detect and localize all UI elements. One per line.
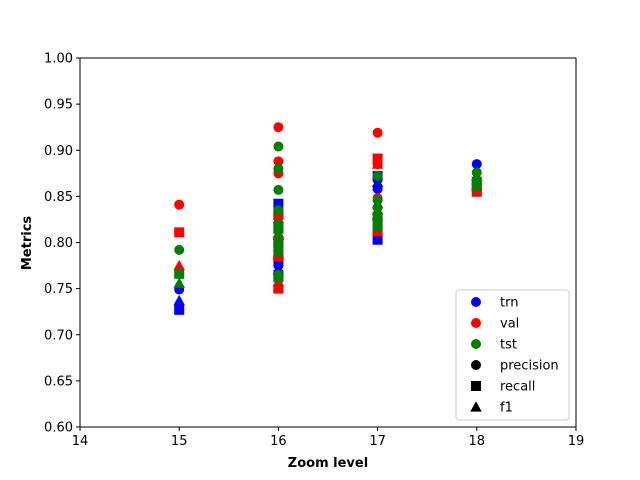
tst-precision-point	[372, 171, 383, 182]
legend-marker-val	[471, 318, 481, 328]
tst-precision-point	[273, 163, 284, 174]
val-precision-point	[174, 199, 185, 210]
tst-precision-point	[273, 141, 284, 152]
legend-label-val: val	[500, 317, 519, 332]
y-tick-label: 0.75	[44, 282, 73, 297]
legend-label-trn: trn	[500, 296, 518, 311]
trn-precision-point	[471, 159, 482, 170]
tst-precision-point	[174, 244, 185, 255]
y-tick-label: 0.80	[44, 236, 73, 251]
val-recall-point	[273, 251, 284, 262]
y-axis-title: Metrics	[20, 216, 35, 271]
legend-label-precision: precision	[500, 359, 559, 374]
legend-marker-tst	[471, 339, 481, 349]
trn-recall-point	[273, 198, 284, 209]
y-tick-label: 0.95	[44, 98, 73, 113]
x-tick-label: 18	[469, 434, 486, 449]
y-tick-label: 0.85	[44, 190, 73, 205]
trn-f1-point	[371, 176, 384, 188]
tst-f1-point	[371, 198, 384, 209]
val-f1-point	[371, 158, 384, 169]
tst-f1-point	[272, 227, 285, 238]
tst-precision-point	[273, 205, 284, 216]
legend-label-tst: tst	[500, 338, 517, 353]
tst-recall-point	[372, 211, 383, 222]
tst-f1-point	[272, 245, 285, 257]
legend-marker-precision	[471, 360, 481, 370]
x-tick-label: 16	[270, 434, 287, 449]
x-axis-ticks: 14 15 16 17 18 19	[72, 427, 585, 449]
y-axis-ticks: 0.60 0.65 0.70 0.75 0.80 0.85 0.90 0.95 1.00	[44, 52, 80, 436]
y-tick-label: 0.60	[44, 421, 73, 436]
legend-label-recall: recall	[500, 380, 535, 395]
tst-f1-point	[173, 277, 185, 288]
y-tick-label: 1.00	[44, 52, 73, 67]
tst-recall-point	[273, 272, 284, 283]
y-tick-label: 0.70	[44, 328, 73, 343]
val-precision-point	[372, 127, 383, 138]
val-recall-point	[174, 227, 185, 238]
tst-f1-point	[471, 174, 483, 185]
tst-precision-point	[273, 184, 284, 195]
trn-recall-point	[174, 304, 185, 315]
legend-marker-trn	[471, 297, 481, 307]
legend-box	[455, 289, 570, 421]
x-tick-label: 19	[568, 434, 585, 449]
x-tick-label: 17	[369, 434, 386, 449]
val-precision-point	[273, 122, 284, 133]
y-tick-label: 0.65	[44, 374, 73, 389]
tst-recall-point	[174, 268, 185, 279]
trn-f1-point	[173, 294, 185, 306]
val-f1-point	[173, 259, 185, 271]
val-precision-point	[273, 156, 284, 167]
x-tick-label: 15	[171, 434, 188, 449]
legend-label-f1: f1	[500, 401, 513, 416]
x-axis-title: Zoom level	[288, 456, 368, 471]
val-recall-point	[273, 283, 284, 294]
tst-precision-point	[471, 167, 482, 178]
tst-recall-point	[372, 220, 383, 231]
data-points	[173, 122, 483, 315]
val-recall-point	[372, 226, 383, 237]
legend-marker-recall	[471, 381, 481, 391]
legend: trn val tst precision recall f1	[455, 289, 570, 421]
y-tick-label: 0.90	[44, 144, 73, 159]
legend-marker-f1	[470, 401, 482, 412]
trn-recall-point	[372, 234, 383, 245]
x-tick-label: 14	[72, 434, 89, 449]
